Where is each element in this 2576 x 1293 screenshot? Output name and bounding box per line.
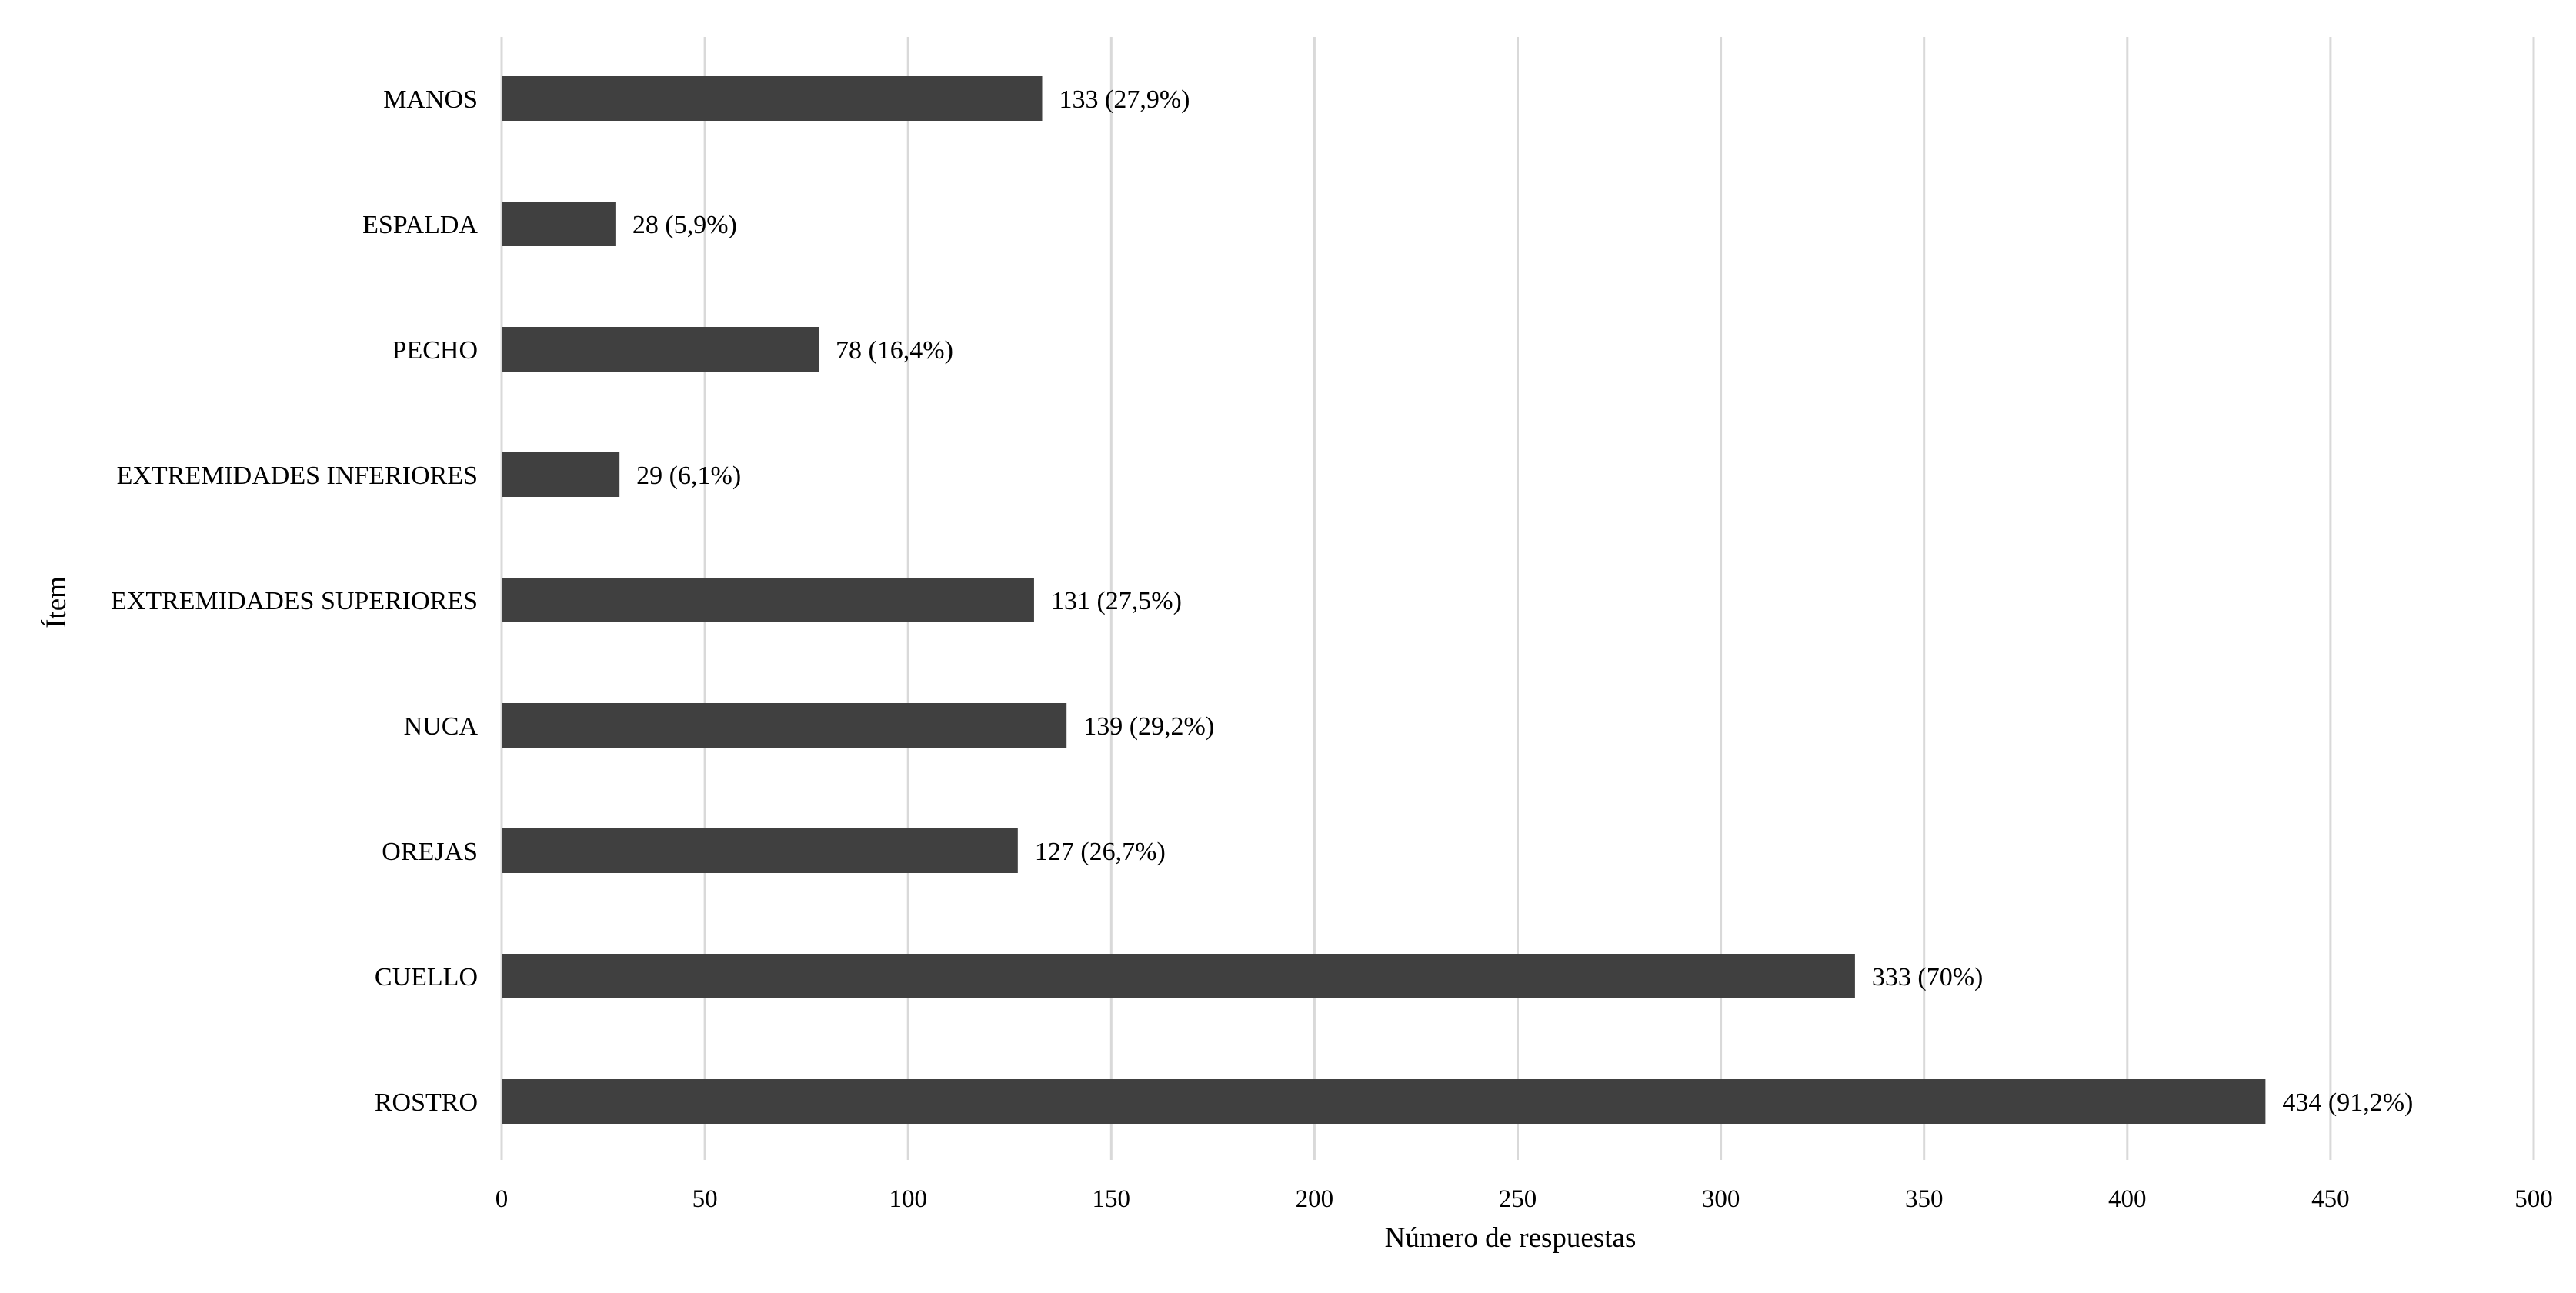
bar (502, 202, 616, 246)
data-label: 333 (70%) (1872, 963, 1983, 991)
data-label: 131 (27,5%) (1051, 587, 1182, 615)
x-axis-title: Número de respuestas (1385, 1222, 1637, 1254)
bars (502, 76, 2266, 1124)
x-tick-label: 50 (692, 1185, 718, 1213)
bar (502, 327, 819, 372)
category-label: MANOS (383, 85, 478, 114)
x-tick-label: 200 (1296, 1185, 1334, 1213)
category-label: EXTREMIDADES SUPERIORES (111, 587, 478, 615)
data-label: 127 (26,7%) (1035, 838, 1166, 866)
bar (502, 954, 1855, 998)
data-label: 139 (29,2%) (1083, 712, 1214, 741)
bar (502, 703, 1067, 748)
bar (502, 1079, 2266, 1124)
category-label: PECHO (392, 336, 478, 365)
data-label: 28 (5,9%) (632, 211, 737, 239)
data-label: 434 (91,2%) (2282, 1088, 2413, 1117)
category-labels: MANOS ESPALDA PECHO EXTREMIDADES INFERIORES… (111, 85, 478, 1117)
bar (502, 578, 1034, 622)
category-label: NUCA (404, 712, 479, 741)
bar (502, 828, 1018, 873)
category-label: CUELLO (375, 963, 478, 991)
data-labels: 133 (27,9%) 28 (5,9%) 78 (16,4%) 29 (6,1%) 1… (632, 85, 2413, 1117)
category-label: OREJAS (382, 838, 478, 866)
x-tick-label: 150 (1093, 1185, 1131, 1213)
category-label: EXTREMIDADES INFERIORES (117, 462, 478, 490)
x-tick-label: 0 (496, 1185, 509, 1213)
x-tick-label: 350 (1905, 1185, 1944, 1213)
y-axis-title: Ítem (40, 576, 72, 628)
x-tick-label: 300 (1702, 1185, 1740, 1213)
data-label: 133 (27,9%) (1059, 85, 1190, 114)
data-label: 29 (6,1%) (636, 462, 741, 490)
x-tick-label: 250 (1499, 1185, 1537, 1213)
x-tick-label: 100 (889, 1185, 927, 1213)
bar (502, 452, 620, 497)
bar (502, 76, 1043, 121)
x-tick-label: 450 (2311, 1185, 2350, 1213)
x-tick-label: 400 (2108, 1185, 2147, 1213)
x-tick-label: 500 (2514, 1185, 2553, 1213)
gridlines (500, 37, 2535, 1160)
x-tick-labels: 0 50 100 150 200 250 300 350 400 450 500 (496, 1185, 2553, 1213)
data-label: 78 (16,4%) (836, 336, 953, 365)
category-label: ESPALDA (362, 211, 478, 239)
category-label: ROSTRO (375, 1088, 478, 1117)
